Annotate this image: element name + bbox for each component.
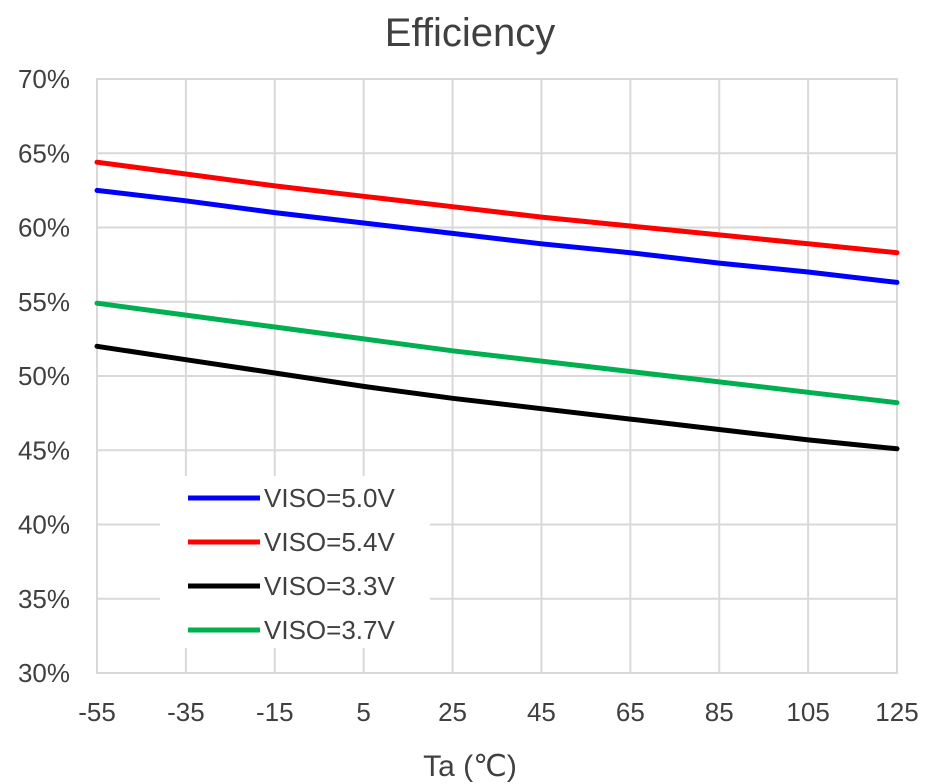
x-tick-label: -55 (78, 697, 116, 727)
y-tick-label: 45% (18, 435, 70, 465)
y-tick-label: 30% (18, 658, 70, 688)
legend-background (160, 476, 430, 648)
legend-label: VISO=5.0V (264, 483, 395, 513)
y-tick-label: 65% (18, 138, 70, 168)
y-tick-label: 50% (18, 361, 70, 391)
x-tick-label: 25 (438, 697, 467, 727)
y-tick-label: 60% (18, 213, 70, 243)
x-tick-label: 45 (527, 697, 556, 727)
chart-title: Efficiency (385, 11, 555, 55)
series-lines (94, 159, 900, 452)
x-tick-label: 125 (875, 697, 918, 727)
plot-area-border (96, 78, 898, 674)
legend-label: VISO=3.7V (264, 615, 395, 645)
x-tick-label: -15 (256, 697, 294, 727)
series-line-viso-5-4v (94, 159, 900, 256)
x-tick-label: 65 (616, 697, 645, 727)
x-tick-label: 5 (356, 697, 370, 727)
x-axis-label: Ta (℃) (423, 750, 517, 783)
x-tick-label: 105 (786, 697, 829, 727)
series-line-viso-3-3v (94, 343, 900, 452)
legend-label: VISO=5.4V (264, 527, 395, 557)
legend: VISO=5.0V VISO=5.4V VISO=3.3V VISO=3.7V (160, 476, 430, 648)
y-tick-label: 70% (18, 64, 70, 94)
legend-label: VISO=3.3V (264, 571, 395, 601)
y-axis-ticks: 30% 35% 40% 45% 50% 55% 60% 65% 70% (18, 64, 70, 688)
x-axis-ticks: -55 -35 -15 5 25 45 65 85 105 125 (78, 697, 918, 727)
series-line-viso-3-7v (94, 300, 900, 406)
y-tick-label: 40% (18, 510, 70, 540)
x-tick-label: -35 (167, 697, 205, 727)
y-tick-label: 35% (18, 584, 70, 614)
x-tick-label: 85 (705, 697, 734, 727)
y-tick-label: 55% (18, 287, 70, 317)
series-line-viso-5-0v (94, 187, 900, 285)
